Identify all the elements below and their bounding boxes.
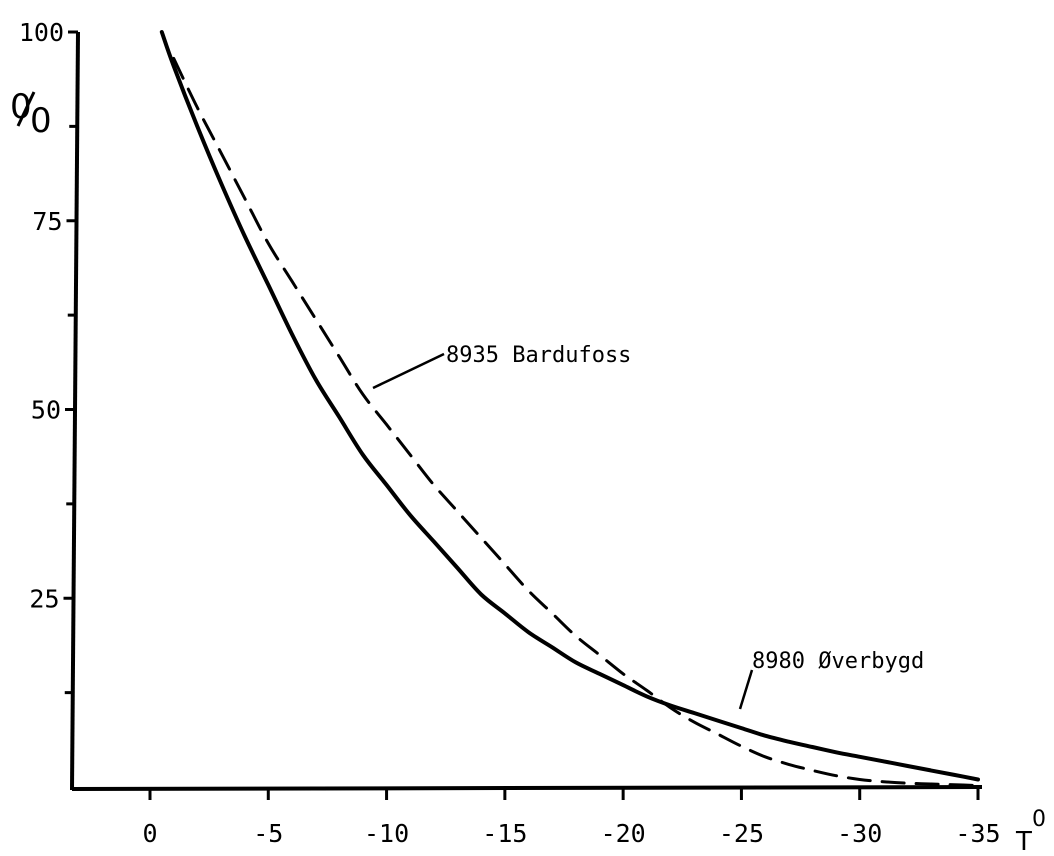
series-line-0 — [159, 30, 980, 782]
x-tick-label: -5 — [253, 819, 283, 848]
x-tick-label: -10 — [364, 819, 409, 848]
y-unit-top: 0 — [10, 87, 32, 127]
x-tick-label: -30 — [837, 819, 882, 848]
y-axis-unit: 0 0 — [10, 87, 52, 141]
series-lines — [159, 30, 980, 787]
annotation-label-overbygd: 8980 Øverbygd — [752, 649, 924, 674]
y-tick-label: 25 — [29, 584, 59, 613]
x-axis-line — [71, 785, 983, 791]
series-line-1 — [172, 56, 980, 787]
annotation-label-bardufoss: 8935 Bardufoss — [446, 343, 631, 368]
annotation-leader-bardufoss — [372, 352, 445, 390]
x-tick-label: -35 — [955, 819, 1000, 848]
y-unit-bottom: 0 — [30, 101, 52, 141]
x-unit-letter: T — [1015, 827, 1032, 856]
y-unit-slash — [16, 91, 36, 127]
x-tick-label: 0 — [142, 819, 157, 848]
annotation-overbygd: 8980 Øverbygd — [738, 649, 924, 710]
x-axis-ticks: 0 -5 -10 -15 -20 -25 -30 -35 — [142, 788, 1001, 848]
y-axis-ticks: 25 50 75 100 — [19, 18, 78, 695]
y-tick-label: 50 — [31, 396, 61, 425]
annotation-bardufoss: 8935 Bardufoss — [372, 343, 631, 390]
annotation-leader-overbygd — [738, 669, 754, 710]
y-tick-label: 100 — [19, 18, 64, 47]
x-axis-unit: T 0 — [1015, 807, 1046, 856]
y-tick-label: 75 — [32, 207, 62, 236]
x-tick-label: -20 — [601, 819, 646, 848]
x-tick-label: -25 — [719, 819, 764, 848]
x-unit-sup: 0 — [1032, 807, 1046, 832]
x-tick-label: -15 — [482, 819, 527, 848]
